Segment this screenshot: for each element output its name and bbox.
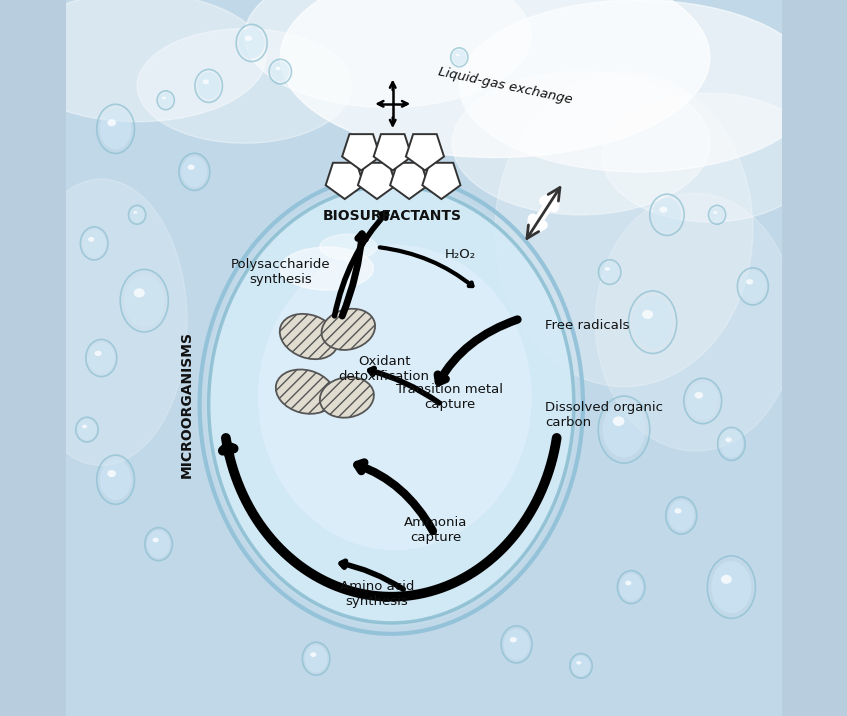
Ellipse shape	[158, 92, 173, 108]
Ellipse shape	[82, 425, 87, 428]
Ellipse shape	[208, 186, 574, 623]
Ellipse shape	[188, 165, 195, 170]
Ellipse shape	[205, 182, 578, 627]
Text: Oxidant
detoxification: Oxidant detoxification	[339, 354, 429, 383]
Ellipse shape	[653, 198, 681, 232]
Ellipse shape	[8, 0, 266, 122]
Ellipse shape	[280, 0, 710, 158]
Ellipse shape	[510, 637, 517, 642]
Polygon shape	[374, 134, 412, 170]
Ellipse shape	[130, 207, 144, 223]
Ellipse shape	[601, 262, 619, 282]
Ellipse shape	[612, 416, 624, 426]
Ellipse shape	[275, 67, 280, 70]
Ellipse shape	[452, 49, 467, 65]
Ellipse shape	[239, 27, 264, 59]
Ellipse shape	[147, 531, 170, 558]
Ellipse shape	[602, 93, 817, 222]
Text: Transition metal
capture: Transition metal capture	[396, 383, 503, 412]
Ellipse shape	[720, 430, 743, 458]
Ellipse shape	[88, 237, 94, 242]
Text: Dissolved organic
carbon: Dissolved organic carbon	[545, 401, 663, 430]
Text: Free radicals: Free radicals	[545, 319, 629, 332]
Polygon shape	[342, 134, 380, 170]
Ellipse shape	[271, 62, 290, 82]
Text: BIOSURFACTANTS: BIOSURFACTANTS	[324, 209, 462, 223]
Ellipse shape	[504, 629, 529, 660]
Ellipse shape	[245, 36, 252, 41]
Ellipse shape	[280, 314, 338, 359]
Ellipse shape	[133, 211, 137, 214]
Ellipse shape	[137, 29, 352, 143]
Ellipse shape	[320, 377, 374, 417]
Ellipse shape	[633, 296, 673, 348]
Ellipse shape	[108, 119, 116, 126]
Ellipse shape	[625, 581, 631, 586]
Ellipse shape	[83, 230, 106, 257]
Ellipse shape	[100, 108, 131, 150]
Ellipse shape	[572, 656, 590, 676]
Ellipse shape	[725, 437, 732, 442]
Ellipse shape	[668, 500, 695, 531]
Ellipse shape	[305, 645, 328, 672]
Ellipse shape	[495, 72, 753, 387]
Ellipse shape	[310, 652, 317, 657]
Text: MICROORGANISMS: MICROORGANISMS	[180, 331, 194, 478]
Text: H₂O₂: H₂O₂	[445, 248, 476, 261]
Ellipse shape	[15, 179, 187, 465]
Ellipse shape	[202, 79, 209, 84]
Ellipse shape	[197, 72, 220, 100]
Ellipse shape	[642, 310, 653, 319]
Ellipse shape	[452, 72, 710, 215]
Ellipse shape	[576, 661, 581, 664]
Ellipse shape	[605, 267, 610, 271]
Ellipse shape	[721, 575, 732, 584]
Ellipse shape	[125, 275, 164, 326]
Polygon shape	[326, 163, 364, 199]
Ellipse shape	[713, 211, 717, 214]
Polygon shape	[406, 134, 444, 170]
Ellipse shape	[620, 574, 643, 601]
Ellipse shape	[595, 193, 796, 451]
Polygon shape	[390, 163, 429, 199]
Ellipse shape	[276, 369, 335, 414]
Ellipse shape	[711, 561, 751, 613]
Ellipse shape	[319, 234, 377, 260]
Text: Amino acid
synthesis: Amino acid synthesis	[340, 580, 414, 609]
Ellipse shape	[710, 207, 724, 223]
Polygon shape	[358, 163, 396, 199]
Ellipse shape	[181, 156, 208, 188]
Ellipse shape	[456, 54, 459, 57]
Ellipse shape	[746, 279, 753, 284]
Ellipse shape	[660, 207, 667, 213]
Polygon shape	[423, 163, 461, 199]
Ellipse shape	[695, 392, 703, 399]
Ellipse shape	[687, 382, 718, 420]
Ellipse shape	[152, 538, 159, 543]
Ellipse shape	[674, 508, 682, 513]
Ellipse shape	[162, 97, 166, 100]
Ellipse shape	[740, 271, 766, 302]
Text: Liquid-gas exchange: Liquid-gas exchange	[437, 65, 573, 107]
Text: Ammonia
capture: Ammonia capture	[404, 516, 468, 544]
Ellipse shape	[88, 342, 114, 374]
Ellipse shape	[134, 289, 145, 297]
Ellipse shape	[258, 245, 532, 550]
Ellipse shape	[100, 459, 131, 500]
Ellipse shape	[108, 470, 116, 477]
Ellipse shape	[322, 309, 375, 350]
Ellipse shape	[459, 0, 817, 172]
Ellipse shape	[280, 247, 374, 290]
Ellipse shape	[602, 402, 645, 458]
Text: Polysaccharide
synthesis: Polysaccharide synthesis	[230, 258, 330, 286]
Ellipse shape	[78, 420, 97, 440]
Ellipse shape	[95, 351, 102, 356]
Ellipse shape	[245, 0, 531, 107]
